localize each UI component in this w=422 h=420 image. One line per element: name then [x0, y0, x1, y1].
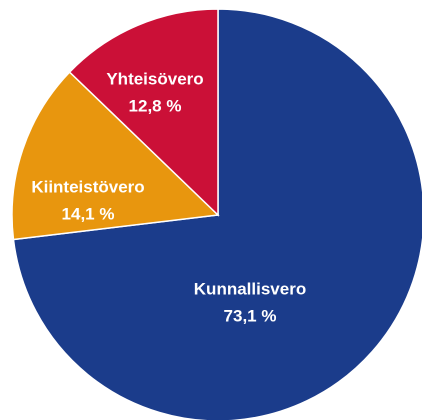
pie-slice — [11, 71, 220, 241]
slice-value-label: 73,1 % — [224, 306, 277, 325]
slice-value-label: 12,8 % — [129, 96, 182, 115]
pie-slice — [68, 8, 219, 217]
slice-label: Kiinteistövero — [31, 177, 144, 196]
pie-slice — [12, 8, 422, 420]
slice-label: Kunnallisvero — [194, 279, 306, 298]
slice-label: Yhteisövero — [106, 69, 203, 88]
slice-value-label: 14,1 % — [62, 204, 115, 223]
